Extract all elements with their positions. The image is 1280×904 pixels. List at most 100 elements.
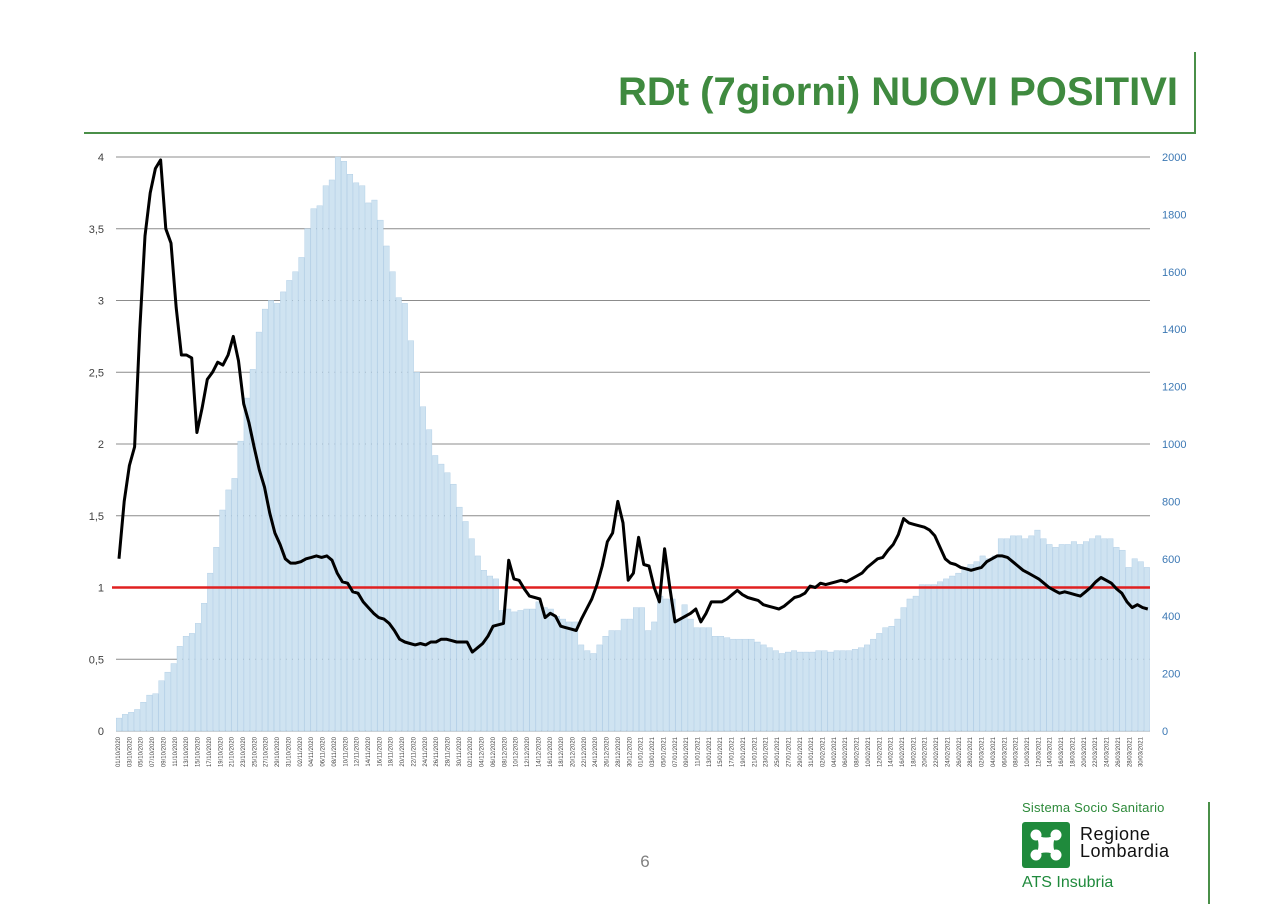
x-tick-label: 12/02/2021 — [877, 736, 883, 767]
bar — [578, 644, 585, 732]
x-tick-label: 11/01/2021 — [695, 736, 701, 766]
bar — [1004, 538, 1010, 732]
x-tick-label: 08/03/2021 — [1014, 736, 1020, 767]
bar — [839, 650, 846, 732]
bar — [432, 455, 439, 732]
x-tick-label: 15/01/2021 — [718, 736, 724, 767]
x-tick-label: 10/03/2021 — [1025, 736, 1031, 767]
bar — [158, 680, 165, 732]
x-tick-label: 16/12/2020 — [548, 736, 554, 767]
bar — [517, 610, 524, 732]
bar — [176, 646, 183, 732]
bar — [931, 584, 937, 732]
bar — [280, 291, 287, 732]
bar — [444, 472, 451, 732]
x-tick-label: 16/11/2020 — [377, 736, 383, 766]
bar — [608, 630, 615, 732]
x-tick-label: 26/02/2021 — [957, 736, 963, 767]
bar — [1095, 535, 1102, 732]
bar — [997, 538, 1004, 732]
bar — [943, 578, 950, 732]
bar — [572, 621, 579, 732]
bar — [401, 303, 408, 732]
bar — [590, 653, 597, 732]
bar — [334, 156, 341, 732]
bar — [255, 331, 262, 732]
x-tick-label: 07/01/2021 — [673, 736, 679, 767]
bar — [188, 633, 195, 732]
page-title: RDt (7giorni) NUOVI POSITIVI — [617, 70, 1178, 114]
bar — [955, 572, 962, 732]
bar — [365, 202, 372, 732]
bar — [584, 650, 591, 732]
left-tick-label: 3,5 — [89, 224, 104, 236]
x-tick-label: 09/01/2021 — [684, 736, 690, 767]
x-tick-label: 16/02/2021 — [900, 736, 906, 767]
logo-top-text: Sistema Socio Sanitario — [1022, 800, 1165, 815]
bar — [961, 567, 968, 732]
bar — [456, 506, 463, 732]
left-tick-label: 1 — [98, 583, 104, 595]
x-tick-label: 08/11/2020 — [332, 736, 338, 766]
bar — [243, 397, 250, 732]
bar — [1089, 538, 1096, 732]
right-tick-label: 400 — [1162, 611, 1180, 623]
bar — [468, 538, 475, 732]
bar — [1131, 558, 1138, 732]
x-tick-label: 09/10/2020 — [161, 736, 167, 767]
logo-name: Regione Lombardia — [1080, 824, 1170, 861]
x-tick-label: 01/01/2021 — [639, 736, 645, 767]
x-tick-label: 19/01/2021 — [741, 736, 747, 767]
bar — [547, 608, 554, 732]
x-tick-label: 18/12/2020 — [559, 736, 565, 767]
x-tick-label: 22/03/2021 — [1093, 736, 1099, 767]
bar — [389, 271, 396, 732]
bar — [152, 693, 159, 732]
bar — [541, 607, 548, 732]
bar — [1077, 544, 1083, 732]
x-tick-label: 20/11/2020 — [400, 736, 406, 766]
bar — [535, 601, 542, 732]
bar — [322, 185, 329, 732]
x-tick-label: 20/02/2021 — [923, 736, 929, 767]
bar — [663, 598, 670, 732]
bar — [967, 564, 974, 732]
bar — [645, 630, 652, 732]
x-tick-label: 14/11/2020 — [366, 736, 372, 766]
bar — [414, 372, 420, 732]
x-tick-label: 05/10/2020 — [139, 736, 145, 767]
bar — [359, 185, 366, 732]
bar — [864, 644, 871, 732]
bar — [383, 245, 390, 732]
bar — [371, 199, 378, 732]
bar — [900, 607, 907, 732]
bar — [633, 607, 639, 732]
bar — [347, 174, 354, 732]
left-tick-label: 2,5 — [89, 367, 104, 379]
x-tick-label: 29/10/2020 — [275, 736, 281, 767]
x-tick-label: 22/02/2021 — [934, 736, 940, 767]
regione-lombardia-rose-icon — [1022, 822, 1070, 868]
x-tick-label: 30/03/2021 — [1139, 736, 1145, 767]
bar — [1125, 567, 1132, 732]
bar — [1010, 535, 1016, 732]
x-tick-label: 14/12/2020 — [536, 736, 542, 767]
bar — [1113, 547, 1120, 732]
logo-row: Regione Lombardia — [1022, 822, 1202, 868]
x-tick-label: 15/10/2020 — [196, 736, 202, 767]
bar — [718, 636, 725, 732]
bar — [626, 618, 633, 732]
bar — [128, 712, 135, 732]
x-tick-label: 10/11/2020 — [343, 736, 349, 766]
bar — [261, 308, 268, 732]
x-tick-label: 18/11/2020 — [389, 736, 395, 766]
right-axis: 0 200 400 600 800 1000 1200 1400 1600 1800 2000 — [1162, 152, 1186, 738]
bar — [906, 598, 913, 732]
title-underline — [84, 132, 1196, 134]
x-tick-label: 28/12/2020 — [616, 736, 622, 767]
bar — [912, 595, 919, 732]
logo-bottom-text: ATS Insubria — [1022, 874, 1114, 891]
bar — [894, 618, 901, 732]
bar — [146, 694, 153, 732]
bar — [395, 297, 402, 732]
